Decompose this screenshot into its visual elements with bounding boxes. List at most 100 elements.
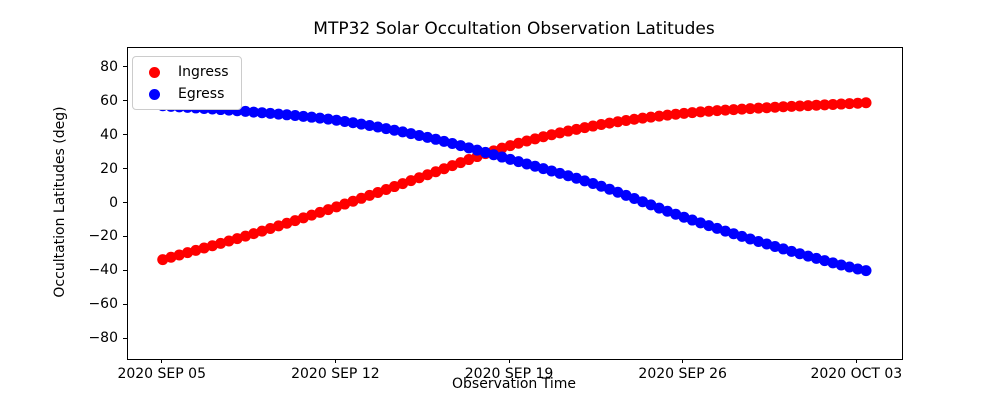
data-point	[471, 144, 483, 156]
data-point	[173, 249, 185, 261]
data-point	[827, 257, 839, 269]
data-point	[752, 102, 764, 114]
data-point	[190, 244, 202, 256]
data-point	[843, 98, 855, 110]
y-tick-label: 60	[100, 92, 118, 109]
data-point	[570, 172, 582, 184]
y-tick-mark	[123, 337, 127, 339]
data-point	[637, 196, 649, 208]
data-point	[579, 175, 591, 187]
data-point	[455, 157, 467, 169]
data-point	[661, 109, 673, 121]
data-point	[281, 109, 293, 121]
data-point	[256, 225, 268, 237]
y-tick-mark	[123, 269, 127, 271]
data-point	[711, 222, 723, 234]
data-point	[347, 195, 359, 207]
data-point	[645, 111, 657, 123]
y-tick-mark	[123, 168, 127, 169]
legend-marker-icon	[149, 88, 160, 100]
data-point	[711, 105, 723, 117]
data-point	[686, 107, 698, 119]
data-point	[761, 102, 773, 114]
x-tick-mark	[855, 359, 857, 363]
data-point	[157, 254, 169, 266]
data-point	[835, 98, 847, 110]
data-point	[587, 120, 599, 132]
data-point	[306, 111, 318, 123]
data-point	[297, 212, 309, 224]
data-point	[860, 97, 872, 109]
plot-area: Ingress Egress	[127, 47, 903, 360]
data-point	[215, 237, 227, 249]
data-point	[529, 133, 541, 145]
y-tick-label: −80	[88, 330, 118, 347]
data-point	[554, 167, 566, 179]
data-point	[182, 247, 194, 259]
y-tick-label: −40	[88, 262, 118, 279]
data-point	[330, 201, 342, 213]
data-point	[513, 137, 525, 149]
data-point	[422, 131, 433, 143]
data-point	[546, 129, 558, 141]
scatter-canvas	[157, 97, 872, 277]
data-point	[388, 181, 400, 193]
data-point	[372, 186, 384, 198]
data-point	[802, 100, 814, 112]
data-point	[248, 106, 260, 118]
data-point	[231, 233, 243, 245]
data-point	[463, 154, 475, 166]
data-point	[678, 211, 690, 223]
y-tick-mark	[123, 303, 127, 305]
data-point	[504, 153, 516, 165]
data-point	[554, 127, 566, 139]
data-point	[719, 225, 731, 237]
legend-marker-icon	[149, 66, 160, 78]
data-point	[645, 199, 657, 211]
data-point	[347, 117, 359, 129]
data-point	[521, 158, 533, 170]
data-point	[728, 104, 740, 116]
data-point	[843, 261, 855, 273]
data-point	[339, 198, 351, 210]
data-point	[355, 118, 367, 130]
data-point	[479, 146, 491, 158]
data-point	[413, 172, 425, 184]
data-point	[628, 113, 640, 125]
data-point	[537, 131, 549, 143]
data-point	[620, 114, 632, 126]
data-point	[786, 100, 798, 112]
legend-entry-ingress: Ingress	[143, 62, 229, 82]
data-point	[281, 217, 293, 229]
data-point	[595, 180, 607, 192]
data-point	[703, 220, 715, 232]
data-point	[488, 149, 500, 161]
data-point	[620, 189, 632, 201]
data-point	[496, 151, 508, 163]
data-point	[769, 240, 781, 252]
data-point	[289, 110, 301, 122]
data-point	[256, 107, 268, 119]
chart-title: MTP32 Solar Occultation Observation Lati…	[313, 19, 715, 39]
data-point	[744, 103, 756, 115]
x-tick-label: 2020 SEP 05	[117, 366, 206, 382]
data-point	[744, 233, 756, 245]
data-point	[570, 123, 582, 135]
data-point	[380, 123, 392, 135]
data-point	[239, 105, 251, 117]
legend: Ingress Egress	[132, 56, 242, 110]
data-point	[198, 242, 210, 254]
data-point	[695, 106, 707, 118]
data-point	[322, 204, 334, 216]
x-tick-mark	[682, 359, 684, 363]
data-point	[612, 116, 624, 128]
data-point	[339, 115, 351, 127]
y-tick-label: 0	[109, 194, 118, 211]
data-point	[670, 108, 682, 120]
x-tick-label: 2020 OCT 03	[810, 366, 903, 382]
data-point	[165, 251, 177, 263]
data-point	[661, 205, 673, 217]
data-point	[794, 248, 806, 260]
data-point	[653, 202, 665, 214]
